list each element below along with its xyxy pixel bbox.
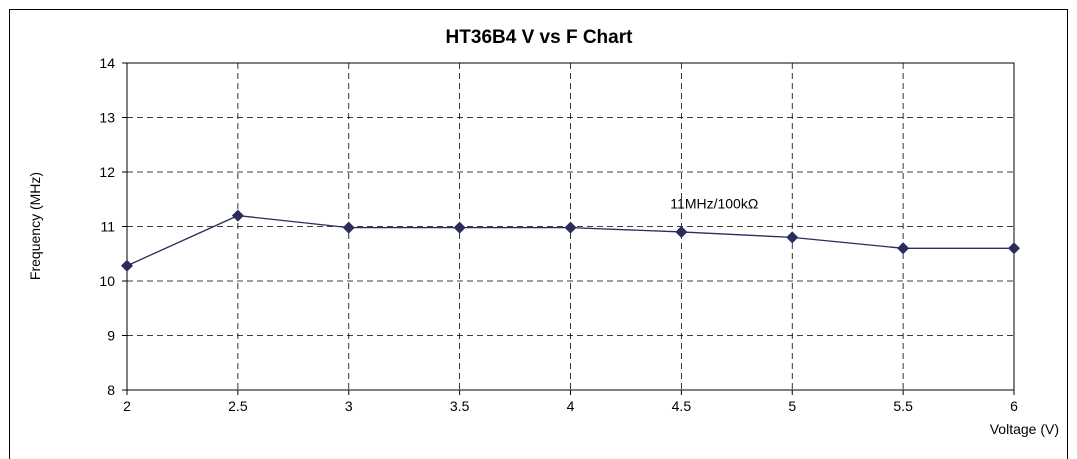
y-tick-label: 10 bbox=[99, 273, 115, 289]
y-tick-label: 11 bbox=[100, 219, 115, 235]
data-point-marker bbox=[342, 221, 355, 234]
data-point-marker bbox=[1008, 242, 1020, 255]
x-tick-label: 4 bbox=[567, 398, 575, 414]
y-tick-label: 13 bbox=[99, 110, 115, 126]
data-point-marker bbox=[231, 209, 244, 222]
data-point-marker bbox=[897, 242, 910, 255]
x-tick-label: 3 bbox=[345, 398, 353, 414]
x-tick-label: 6 bbox=[1010, 398, 1018, 414]
x-tick-label: 2 bbox=[123, 398, 131, 414]
data-point-marker bbox=[453, 221, 466, 234]
x-tick-label: 5 bbox=[788, 398, 796, 414]
data-point-marker bbox=[564, 221, 577, 234]
chart-frame bbox=[9, 9, 1068, 459]
annotations: 11MHz/100kΩ bbox=[670, 196, 758, 212]
x-tick-label: 4.5 bbox=[672, 398, 692, 414]
x-axis-label: Voltage (V) bbox=[990, 421, 1059, 437]
y-tick-label: 8 bbox=[107, 382, 115, 398]
y-tick-label: 12 bbox=[99, 164, 115, 180]
chart-title: HT36B4 V vs F Chart bbox=[446, 27, 634, 48]
data-point-marker bbox=[121, 259, 133, 272]
x-tick-label: 3.5 bbox=[450, 398, 470, 414]
x-tick-label: 5.5 bbox=[893, 398, 913, 414]
series-layer bbox=[121, 209, 1020, 272]
y-axis-label: Frequency (MHz) bbox=[27, 172, 43, 280]
data-point-marker bbox=[675, 225, 688, 238]
y-tick-labels: 8 9 10 11 12 13 14 bbox=[99, 55, 127, 398]
y-tick-label: 9 bbox=[107, 328, 115, 344]
data-point-marker bbox=[786, 231, 799, 244]
x-tick-label: 2.5 bbox=[228, 398, 248, 414]
y-tick-label: 14 bbox=[99, 55, 115, 71]
x-tick-labels: 2 2.5 3 3.5 4 4.5 5 5.5 6 bbox=[123, 390, 1018, 414]
annotation-label: 11MHz/100kΩ bbox=[670, 196, 758, 212]
